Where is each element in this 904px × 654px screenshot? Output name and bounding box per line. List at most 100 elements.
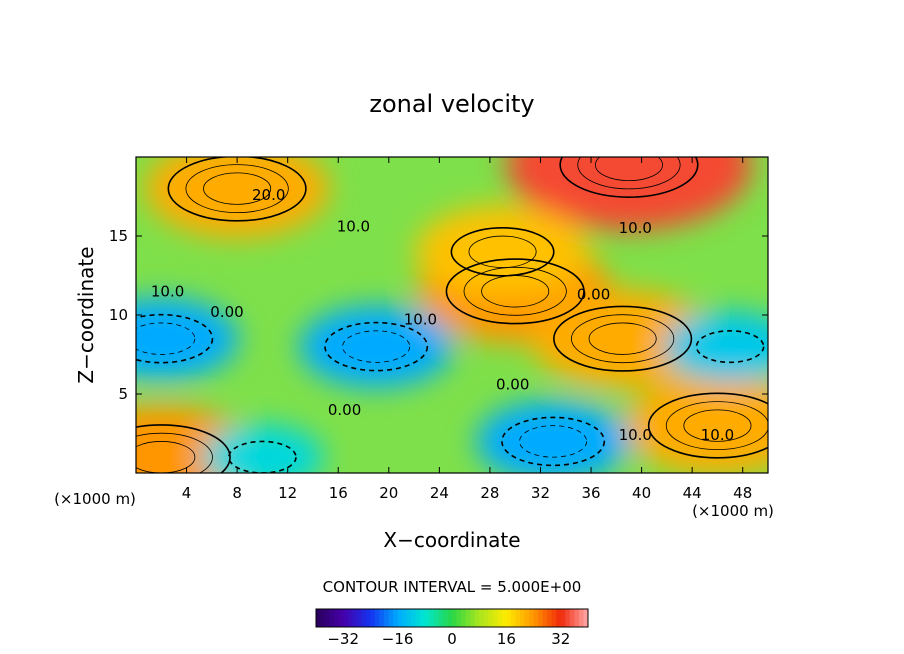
colorbar-swatch bbox=[338, 609, 344, 627]
colorbar-swatch bbox=[551, 609, 557, 627]
contour-label: 0.00 bbox=[210, 303, 243, 321]
field-minimum bbox=[663, 311, 768, 383]
colorbar-swatch bbox=[320, 609, 326, 627]
x-tick-label: 32 bbox=[531, 484, 550, 502]
contour-label: 10.0 bbox=[337, 218, 370, 236]
chart-title: zonal velocity bbox=[369, 90, 534, 118]
contour-line bbox=[695, 330, 765, 364]
contour-label: 0.00 bbox=[328, 401, 361, 419]
contour-line bbox=[463, 266, 567, 316]
colorbar-swatch bbox=[388, 609, 394, 627]
colorbar-swatch bbox=[411, 609, 417, 627]
contour-line bbox=[136, 322, 196, 355]
contour-line bbox=[588, 322, 657, 355]
contour-label: 10.0 bbox=[619, 219, 652, 237]
colorbar-tick-label: 32 bbox=[551, 630, 570, 648]
colorbar-swatch bbox=[547, 609, 553, 627]
colorbar-swatch bbox=[420, 609, 426, 627]
colorbar-swatch bbox=[374, 609, 380, 627]
colorbar-tick-labels: −32 −16 0 16 32 bbox=[327, 630, 570, 648]
x-tick-label: 36 bbox=[581, 484, 600, 502]
colorbar-swatch bbox=[365, 609, 371, 627]
contour-line bbox=[559, 157, 699, 198]
contour-line bbox=[136, 424, 231, 473]
x-axis: 4 8 12 16 20 24 28 32 36 40 44 48 bbox=[182, 157, 752, 502]
colorbar-tick-label: −32 bbox=[327, 630, 359, 648]
contour-line bbox=[594, 157, 663, 182]
colorbar-swatch bbox=[488, 609, 494, 627]
colorbar-swatch bbox=[343, 609, 349, 627]
colorbar-swatch bbox=[379, 609, 385, 627]
x-axis-label: X−coordinate bbox=[383, 528, 520, 552]
colorbar-swatch bbox=[465, 609, 471, 627]
colorbar-swatch bbox=[461, 609, 467, 627]
x-tick-label: 40 bbox=[632, 484, 651, 502]
contour-line bbox=[324, 321, 429, 372]
colorbar-swatch bbox=[429, 609, 435, 627]
contour-line bbox=[342, 330, 411, 363]
colorbar-swatch bbox=[334, 609, 340, 627]
x-tick-label: 28 bbox=[480, 484, 499, 502]
colorbar-swatch bbox=[406, 609, 412, 627]
colorbar-swatch bbox=[402, 609, 408, 627]
colorbar-swatch bbox=[325, 609, 331, 627]
colorbar-swatch bbox=[356, 609, 362, 627]
contour-label: 20.0 bbox=[252, 186, 285, 204]
y-tick-label: 5 bbox=[118, 385, 128, 403]
x-tick-label: 20 bbox=[379, 484, 398, 502]
x-tick-label: 12 bbox=[278, 484, 297, 502]
contour-labels: 20.0 10.0 10.0 10.0 0.00 10.0 0.00 0.00 0.00 10.0… bbox=[151, 186, 734, 444]
y-tick-label: 15 bbox=[109, 227, 128, 245]
x-tick-label: 4 bbox=[182, 484, 192, 502]
colorbar-swatch bbox=[524, 609, 530, 627]
colorbar-swatch bbox=[447, 609, 453, 627]
x-tick-label: 48 bbox=[733, 484, 752, 502]
colorbar-swatch bbox=[433, 609, 439, 627]
colorbar-swatch bbox=[470, 609, 476, 627]
colorbar-swatch bbox=[542, 609, 548, 627]
field-minimum bbox=[476, 400, 630, 473]
contour-line bbox=[167, 157, 307, 222]
contour-label: 10.0 bbox=[619, 426, 652, 444]
contour-line bbox=[136, 313, 214, 364]
colorbar-swatch bbox=[361, 609, 367, 627]
colorbar-swatch bbox=[393, 609, 399, 627]
x-tick-label: 8 bbox=[232, 484, 242, 502]
contour-lines bbox=[136, 157, 768, 473]
x-unit-left: (×1000 m) bbox=[54, 490, 136, 508]
contour-label: 10.0 bbox=[701, 426, 734, 444]
colorbar-swatch bbox=[501, 609, 507, 627]
x-tick-label: 16 bbox=[329, 484, 348, 502]
contour-line bbox=[571, 314, 675, 364]
contour-line bbox=[445, 258, 585, 325]
x-unit-right: (×1000 m) bbox=[692, 502, 774, 520]
field-minimum bbox=[299, 305, 453, 388]
colorbar-swatch bbox=[452, 609, 458, 627]
colorbar-frame bbox=[315, 608, 589, 628]
contour-line bbox=[577, 157, 681, 190]
colorbar-swatch bbox=[533, 609, 539, 627]
contour-label: 10.0 bbox=[151, 282, 184, 300]
colorbar-swatch bbox=[479, 609, 485, 627]
contour-line bbox=[553, 305, 693, 372]
x-tick-label: 24 bbox=[430, 484, 449, 502]
colorbar-swatch bbox=[578, 609, 584, 627]
colorbar-swatch bbox=[556, 609, 562, 627]
contour-line bbox=[185, 164, 289, 214]
plot-area: 20.0 10.0 10.0 10.0 0.00 10.0 0.00 0.00 0.00 10.0… bbox=[135, 156, 769, 474]
colorbar-swatch bbox=[583, 609, 589, 627]
colorbar-swatch bbox=[352, 609, 358, 627]
y-axis-label: Z−coordinate bbox=[74, 246, 98, 383]
contour-label: 0.00 bbox=[577, 285, 610, 303]
y-axis: 5 10 15 bbox=[109, 227, 768, 403]
colorbar-swatch bbox=[438, 609, 444, 627]
colorbar-swatch bbox=[397, 609, 403, 627]
contour-label: 10.0 bbox=[404, 311, 437, 329]
contour-line bbox=[665, 401, 768, 450]
colorbar-swatch bbox=[520, 609, 526, 627]
contour-line bbox=[450, 227, 555, 277]
contour-line bbox=[519, 425, 588, 458]
colorbar-swatch bbox=[515, 609, 521, 627]
contour-line bbox=[203, 172, 272, 205]
colorbar-swatch bbox=[506, 609, 512, 627]
